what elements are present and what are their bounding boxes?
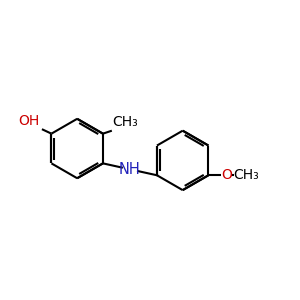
Text: NH: NH (119, 162, 141, 177)
Text: OH: OH (19, 114, 40, 128)
Text: O: O (221, 168, 233, 182)
Text: CH₃: CH₃ (112, 115, 138, 129)
Text: CH₃: CH₃ (234, 168, 260, 182)
